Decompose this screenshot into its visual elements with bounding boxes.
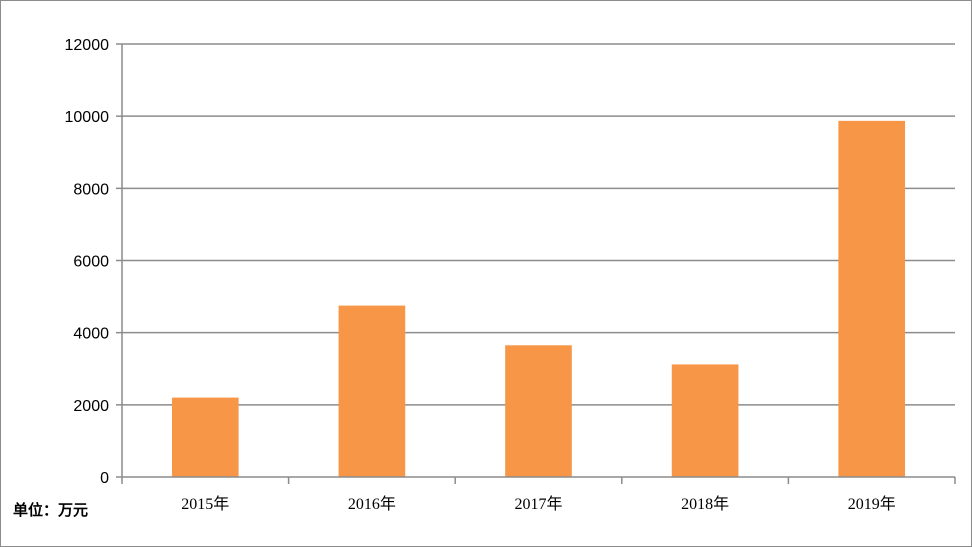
x-tick-label: 2016年 bbox=[348, 495, 396, 513]
bar bbox=[171, 397, 239, 477]
y-tick-label: 2000 bbox=[73, 398, 109, 415]
bar bbox=[338, 305, 406, 477]
x-tick-label: 2017年 bbox=[514, 495, 562, 513]
x-tick-label: 2019年 bbox=[848, 495, 896, 513]
y-tick-label: 8000 bbox=[73, 181, 109, 198]
gridlines bbox=[122, 43, 955, 406]
bar bbox=[838, 120, 906, 478]
bars bbox=[171, 120, 906, 478]
y-tick-label: 6000 bbox=[73, 254, 109, 271]
bar bbox=[671, 364, 739, 477]
y-tick-label: 12000 bbox=[65, 37, 110, 54]
y-tick-label: 0 bbox=[100, 470, 109, 487]
y-tick-label: 10000 bbox=[65, 109, 110, 126]
x-tick-labels: 2015年 2016年 2017年 2018年 2019年 bbox=[181, 495, 895, 513]
x-tick-label: 2018年 bbox=[681, 495, 729, 513]
x-tick-label: 2015年 bbox=[181, 495, 229, 513]
axes bbox=[116, 43, 956, 484]
unit-label: 单位：万元 bbox=[13, 501, 89, 519]
bar bbox=[505, 345, 572, 477]
y-tick-label: 4000 bbox=[73, 326, 109, 343]
y-tick-labels: 0 2000 4000 6000 8000 10000 12000 bbox=[65, 37, 110, 487]
